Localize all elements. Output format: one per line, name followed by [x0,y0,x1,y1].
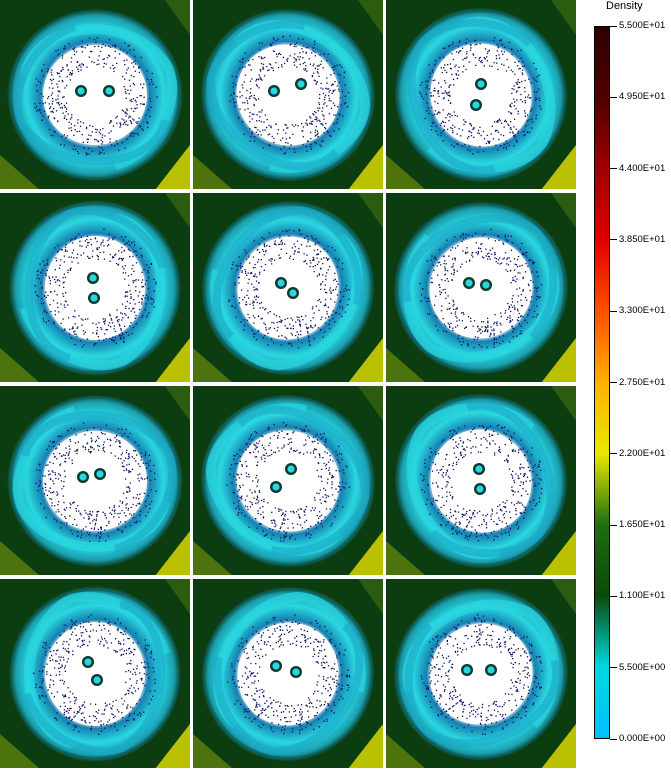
simulation-frame-10 [0,579,190,768]
colorbar-tick-mark [610,310,617,312]
simulation-frame-1 [0,0,190,189]
simulation-frame-7 [0,386,190,575]
simulation-frame-8 [193,386,383,575]
colorbar-tick-label: 1.100E+01 [619,590,666,602]
colorbar-tick-mark [610,96,617,98]
simulation-frame-5 [193,193,383,382]
simulation-frame-3 [386,0,576,189]
simulation-frame-11 [193,579,383,768]
simulation-panel-grid [0,0,576,768]
colorbar-tick-label: 2.200E+01 [619,447,666,459]
density-colorbar [594,26,610,739]
colorbar-tick-mark [610,524,617,526]
colorbar-tick-label: 0.000E+00 [619,733,666,744]
simulation-frame-6 [386,193,576,382]
colorbar-tick-mark [610,667,617,669]
colorbar-tick-mark [610,239,617,241]
colorbar-tick-label: 3.300E+01 [619,305,666,317]
simulation-frame-2 [193,0,383,189]
colorbar-tick-label: 3.850E+01 [619,233,666,245]
colorbar-tick-mark [610,168,617,170]
colorbar-tick-label: 5.500E+00 [619,661,666,673]
simulation-frame-12 [386,579,576,768]
colorbar-tick-label: 5.500E+01 [619,20,666,31]
colorbar-tick-mark [610,738,617,740]
colorbar-tick-label: 4.400E+01 [619,162,666,174]
colorbar-tick-label: 4.950E+01 [619,91,666,103]
colorbar-tick-label: 1.650E+01 [619,519,666,531]
colorbar-title: Density [606,0,643,12]
simulation-frame-9 [386,386,576,575]
colorbar-tick-mark [610,595,617,597]
colorbar-tick-label: 2.750E+01 [619,376,666,388]
colorbar-tick-mark [610,382,617,383]
colorbar-tick-mark [610,25,617,27]
simulation-frame-4 [0,193,190,382]
colorbar-tick-mark [610,453,617,455]
